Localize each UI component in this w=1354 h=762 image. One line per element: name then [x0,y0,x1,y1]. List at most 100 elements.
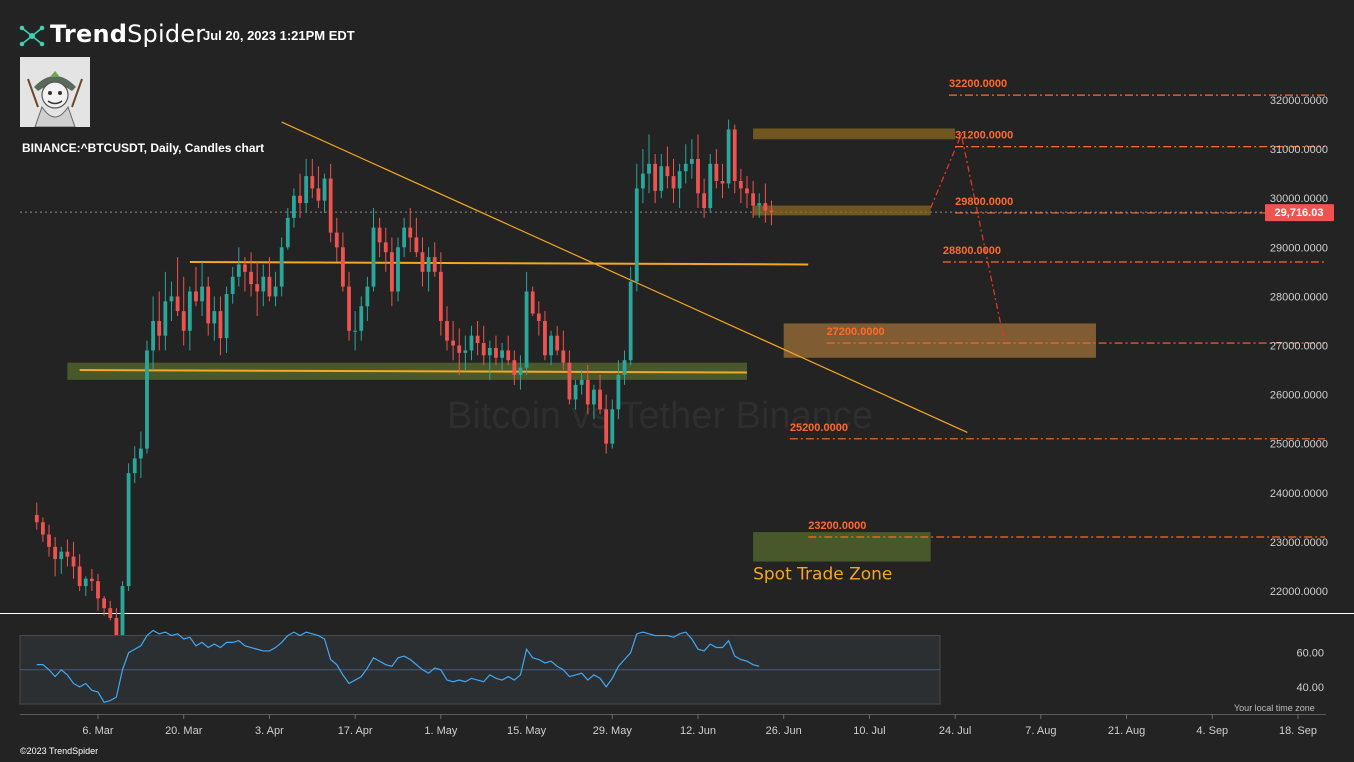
candle[interactable] [236,247,241,287]
candle[interactable] [187,286,192,351]
candle[interactable] [389,237,394,307]
candle[interactable] [592,384,596,420]
candle[interactable] [243,257,247,292]
candle[interactable] [579,370,584,395]
candle[interactable] [536,301,541,336]
candle[interactable] [524,271,529,375]
candle[interactable] [628,266,633,366]
candle[interactable] [169,281,174,321]
candle[interactable] [145,340,149,454]
candle[interactable] [622,350,627,385]
candle[interactable] [102,595,107,616]
candle[interactable] [702,178,707,218]
candle[interactable] [230,266,235,304]
candle[interactable] [96,573,100,611]
candle[interactable] [408,208,413,253]
candle[interactable] [377,217,382,258]
candle[interactable] [206,276,211,336]
x-axis[interactable]: 6. Mar 20. Mar 3. Apr 17. Apr 1. May 15. May 2… [82,714,1317,737]
candle[interactable] [157,291,162,351]
candle[interactable] [647,134,651,194]
candle[interactable] [438,252,443,336]
candle[interactable] [420,237,425,287]
candle[interactable] [653,154,658,204]
candle[interactable] [224,286,229,353]
candle[interactable] [641,149,645,204]
candle[interactable] [445,306,449,351]
candle[interactable] [463,335,468,371]
y-axis[interactable]: 32000.0000 31000.0000 30000.0000 29000.0000… [1265,95,1334,598]
candle[interactable] [671,158,676,204]
candle[interactable] [567,350,572,405]
candle[interactable] [353,311,358,351]
candle[interactable] [469,325,474,361]
candle[interactable] [432,242,437,277]
candle[interactable] [512,350,517,385]
candle[interactable] [151,296,155,371]
candle[interactable] [598,374,602,415]
candle[interactable] [126,463,131,591]
candle[interactable] [683,144,688,184]
candle[interactable] [457,328,462,375]
candle[interactable] [132,446,137,483]
candle[interactable] [316,166,321,209]
candle[interactable] [745,176,749,209]
candle[interactable] [500,343,504,371]
candle[interactable] [585,365,590,415]
candle[interactable] [292,188,296,228]
candle[interactable] [212,296,217,341]
candle[interactable] [267,257,272,302]
candle[interactable] [71,541,76,579]
candle[interactable] [475,320,480,356]
candle[interactable] [322,173,327,213]
candle[interactable] [83,576,88,596]
candle[interactable] [616,360,621,420]
candle[interactable] [481,325,486,366]
candle[interactable] [218,296,223,356]
candle[interactable] [763,183,768,223]
candle[interactable] [59,546,64,574]
candle[interactable] [677,163,682,209]
candle[interactable] [604,394,609,454]
candle[interactable] [53,536,58,577]
candle[interactable] [494,335,498,366]
candle[interactable] [665,146,670,189]
candle[interactable] [175,257,180,317]
candle[interactable] [720,163,725,199]
candle[interactable] [120,581,125,646]
candle[interactable] [659,154,664,199]
candle[interactable] [396,237,400,302]
rsi-panel[interactable]: 60.00 40.00 [19,629,1324,705]
candle[interactable] [34,502,39,530]
candle[interactable] [757,193,762,218]
candle[interactable] [279,237,284,297]
candle[interactable] [451,320,455,361]
candle[interactable] [689,139,694,179]
candle[interactable] [65,539,70,567]
candle[interactable] [194,266,198,307]
candle[interactable] [41,517,45,542]
candle[interactable] [634,163,639,292]
candles[interactable] [34,119,774,646]
candle[interactable] [726,119,731,189]
candle[interactable] [310,158,315,199]
candle[interactable] [610,399,615,449]
candle[interactable] [285,208,290,250]
candle[interactable] [47,524,51,557]
candle[interactable] [334,217,339,263]
candle[interactable] [402,217,407,258]
candle[interactable] [371,208,376,292]
candle[interactable] [328,163,333,243]
candle[interactable] [163,271,168,351]
candle[interactable] [561,330,566,371]
candle[interactable] [255,262,260,317]
candle[interactable] [543,311,547,361]
candle[interactable] [298,173,302,218]
candle[interactable] [181,276,186,346]
candle[interactable] [506,335,511,366]
candle[interactable] [573,379,578,410]
candle[interactable] [751,181,755,218]
candle[interactable] [518,355,523,390]
candle[interactable] [347,271,351,341]
